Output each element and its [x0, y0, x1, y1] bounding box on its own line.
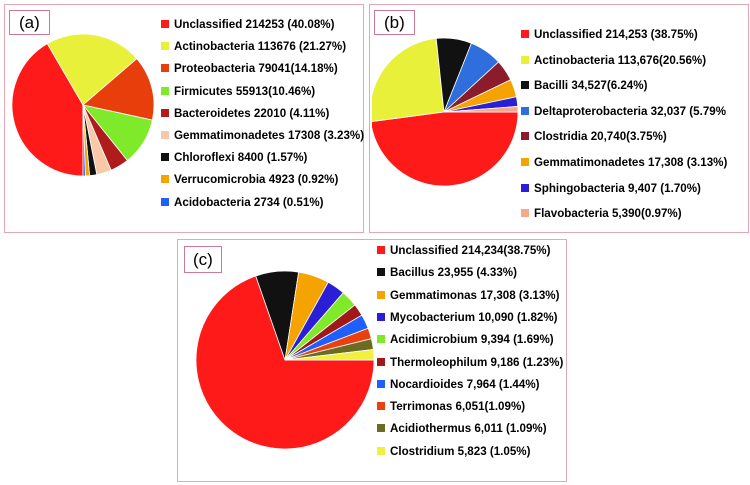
legend-label: Gemmatimonadetes 17,308 (3.13%) — [534, 156, 728, 169]
pie-slice — [82, 58, 155, 121]
legend-swatch — [377, 335, 385, 344]
legend-label: Thermoleophilum 9,186 (1.23%) — [390, 355, 564, 369]
legend-item: Unclassified 214,253 (38.75%) — [521, 28, 698, 42]
legend-label: Deltaproterobacteria 32,037 (5.79% — [534, 104, 727, 118]
pie-slice — [196, 275, 374, 450]
legend-item: Clostridium 5,823 (1.05%) — [377, 445, 530, 459]
legend-label: Unclassified 214,234(38.75%) — [390, 244, 551, 257]
legend-item: Terrimonas 6,051(1.09%) — [377, 400, 525, 414]
legend-item: Actinobacteria 113,676(20.56%) — [521, 54, 706, 68]
legend-swatch — [161, 197, 169, 206]
legend-item: Unclassified 214,234(38.75%) — [377, 244, 550, 258]
legend-item: Sphingobacteria 9,407 (1.70%) — [521, 182, 701, 196]
legend-swatch — [377, 402, 385, 411]
legend-label: Proteobacteria 79041(14.18%) — [174, 62, 338, 76]
legend-label: Clostridia 20,740(3.75%) — [534, 130, 667, 144]
legend-item: Nocardioides 7,964 (1.44%) — [377, 378, 540, 392]
legend-swatch — [161, 175, 169, 184]
legend-label: Acidiothermus 6,011 (1.09%) — [390, 422, 547, 436]
legend-item: Mycobacterium 10,090 (1.82%) — [377, 311, 558, 325]
legend-label: Actinobacteria 113,676(20.56%) — [534, 53, 707, 67]
legend-swatch — [161, 20, 169, 28]
legend-item: Acidimicrobium 9,394 (1.69%) — [377, 333, 554, 347]
legend-swatch — [377, 446, 385, 455]
pie-slice — [82, 104, 86, 177]
legend-item: Flavobacteria 5,390(0.97%) — [521, 207, 682, 221]
legend-label: Unclassified 214253 (40.08%) — [174, 18, 335, 31]
legend-item: Gemmatimonas 17,308 (3.13%) — [377, 289, 559, 303]
legend-label: Firmicutes 55913(10.46%) — [174, 84, 316, 98]
legend-label: Nocardioides 7,964 (1.44%) — [390, 377, 540, 391]
legend-label: Clostridium 5,823 (1.05%) — [390, 444, 531, 458]
legend-item: Firmicutes 55913(10.46%) — [161, 85, 315, 99]
legend-swatch — [521, 132, 529, 141]
legend-item: Bacteroidetes 22010 (4.11%) — [161, 107, 329, 121]
legend-item: Clostridia 20,740(3.75%) — [521, 130, 667, 144]
legend-swatch — [521, 81, 529, 90]
legend-label: Bacillus 23,955 (4.33%) — [390, 266, 517, 280]
legend-label: Chloroflexi 8400 (1.57%) — [174, 151, 308, 165]
legend-item: Actinobacteria 113676 (21.27%) — [161, 40, 346, 54]
legend-swatch — [377, 312, 385, 321]
legend-item: Gemmatimonadetes 17,308 (3.13%) — [521, 156, 727, 170]
panel-label-c: (c) — [184, 246, 222, 273]
legend-item: Bacillus 23,955 (4.33%) — [377, 266, 517, 280]
legend-label: Mycobacterium 10,090 (1.82%) — [390, 310, 558, 324]
pie-slice — [372, 37, 445, 122]
chart-panel-b: (b) Unclassified 214,253 (38.75%) Actinob… — [369, 4, 749, 233]
legend-label: Actinobacteria 113676 (21.27%) — [174, 40, 347, 54]
pie-chart-c — [196, 270, 374, 450]
legend-swatch — [161, 108, 169, 117]
legend-item: Proteobacteria 79041(14.18%) — [161, 62, 338, 76]
legend-swatch — [377, 268, 385, 277]
legend-label: Bacilli 34,527(6.24%) — [534, 79, 648, 93]
legend-swatch — [161, 64, 169, 73]
legend-swatch — [377, 357, 385, 366]
legend-item: Acidiothermus 6,011 (1.09%) — [377, 422, 547, 436]
legend-item: Acidobacteria 2734 (0.51%) — [161, 196, 324, 210]
legend-item: Thermoleophilum 9,186 (1.23%) — [377, 356, 563, 370]
legend-item: Chloroflexi 8400 (1.57%) — [161, 151, 307, 165]
legend-swatch — [377, 424, 385, 433]
panel-label-b: (b) — [374, 10, 415, 35]
legend-swatch — [521, 106, 529, 115]
legend-swatch — [377, 379, 385, 388]
legend-swatch — [521, 183, 529, 192]
legend-item: Bacilli 34,527(6.24%) — [521, 79, 647, 93]
pie-chart-b — [372, 37, 519, 187]
pie-slice — [46, 33, 138, 106]
chart-panel-a: (a) Unclassified 214253 (40.08%) Actinoba… — [4, 4, 364, 233]
legend-swatch — [161, 153, 169, 162]
legend-swatch — [521, 209, 529, 218]
pie-slice — [11, 43, 84, 177]
legend-item: Deltaproterobacteria 32,037 (5.79% — [521, 105, 726, 119]
pie-slice — [443, 106, 519, 113]
legend-swatch — [521, 30, 529, 38]
legend-label: Sphingobacteria 9,407 (1.70%) — [534, 181, 701, 195]
legend-label: Gemmatimonas 17,308 (3.13%) — [390, 288, 560, 302]
legend-item: Unclassified 214253 (40.08%) — [161, 18, 334, 32]
legend-label: Verrucomicrobia 4923 (0.92%) — [174, 173, 339, 187]
legend-label: Acidimicrobium 9,394 (1.69%) — [390, 333, 554, 347]
legend-swatch — [521, 55, 529, 64]
legend-item: Verrucomicrobia 4923 (0.92%) — [161, 173, 338, 187]
legend-swatch — [161, 86, 169, 95]
legend-item: Gemmatimonadetes 17308 (3.23%) — [161, 129, 364, 143]
legend-swatch — [377, 246, 385, 254]
legend-swatch — [161, 42, 169, 51]
legend-label: Flavobacteria 5,390(0.97%) — [534, 207, 682, 221]
legend-swatch — [161, 131, 169, 139]
legend-label: Unclassified 214,253 (38.75%) — [534, 28, 698, 41]
legend-label: Terrimonas 6,051(1.09%) — [390, 400, 526, 414]
legend-label: Acidobacteria 2734 (0.51%) — [174, 195, 324, 209]
panel-label-a: (a) — [9, 10, 50, 35]
legend-swatch — [521, 158, 529, 166]
legend-label: Gemmatimonadetes 17308 (3.23%) — [174, 129, 365, 142]
pie-chart-a — [11, 33, 155, 177]
legend-label: Bacteroidetes 22010 (4.11%) — [174, 106, 330, 120]
chart-panel-c: (c) Unclassified 214,234(38.75%) Bacillus… — [177, 239, 567, 482]
pie-slice — [372, 111, 519, 187]
legend-swatch — [377, 290, 385, 299]
